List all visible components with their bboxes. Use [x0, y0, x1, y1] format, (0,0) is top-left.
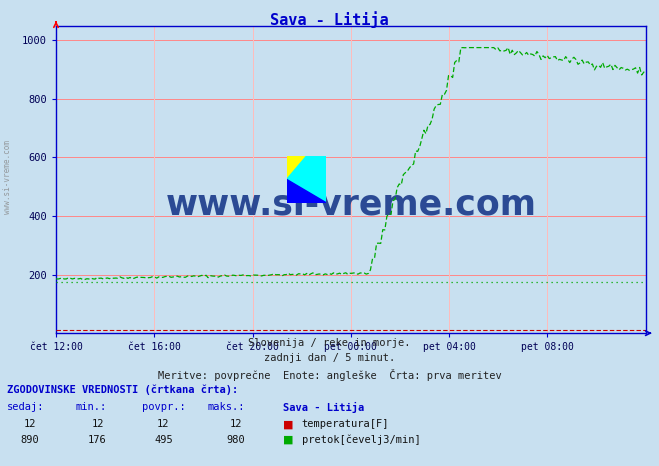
Text: Slovenija / reke in morje.: Slovenija / reke in morje.: [248, 338, 411, 348]
Text: 12: 12: [158, 419, 169, 429]
Text: 12: 12: [24, 419, 36, 429]
Text: www.si-vreme.com: www.si-vreme.com: [165, 187, 536, 221]
Text: Sava - Litija: Sava - Litija: [270, 12, 389, 28]
Text: min.:: min.:: [76, 402, 107, 412]
Text: maks.:: maks.:: [208, 402, 245, 412]
Polygon shape: [287, 179, 326, 203]
Text: temperatura[F]: temperatura[F]: [302, 419, 389, 429]
Text: Meritve: povprečne  Enote: angleške  Črta: prva meritev: Meritve: povprečne Enote: angleške Črta:…: [158, 369, 501, 381]
Text: ■: ■: [283, 435, 294, 445]
Text: zadnji dan / 5 minut.: zadnji dan / 5 minut.: [264, 353, 395, 363]
Text: povpr.:: povpr.:: [142, 402, 185, 412]
Text: 980: 980: [227, 435, 245, 445]
Text: 12: 12: [92, 419, 103, 429]
Text: 890: 890: [20, 435, 39, 445]
Text: www.si-vreme.com: www.si-vreme.com: [3, 140, 13, 214]
Text: 176: 176: [88, 435, 107, 445]
Polygon shape: [287, 156, 306, 179]
Text: sedaj:: sedaj:: [7, 402, 44, 412]
Text: ■: ■: [283, 419, 294, 429]
Text: Sava - Litija: Sava - Litija: [283, 402, 364, 413]
Text: ZGODOVINSKE VREDNOSTI (črtkana črta):: ZGODOVINSKE VREDNOSTI (črtkana črta):: [7, 384, 238, 395]
Text: pretok[čevelj3/min]: pretok[čevelj3/min]: [302, 435, 420, 445]
Text: 495: 495: [154, 435, 173, 445]
Polygon shape: [287, 156, 326, 203]
Text: 12: 12: [230, 419, 242, 429]
